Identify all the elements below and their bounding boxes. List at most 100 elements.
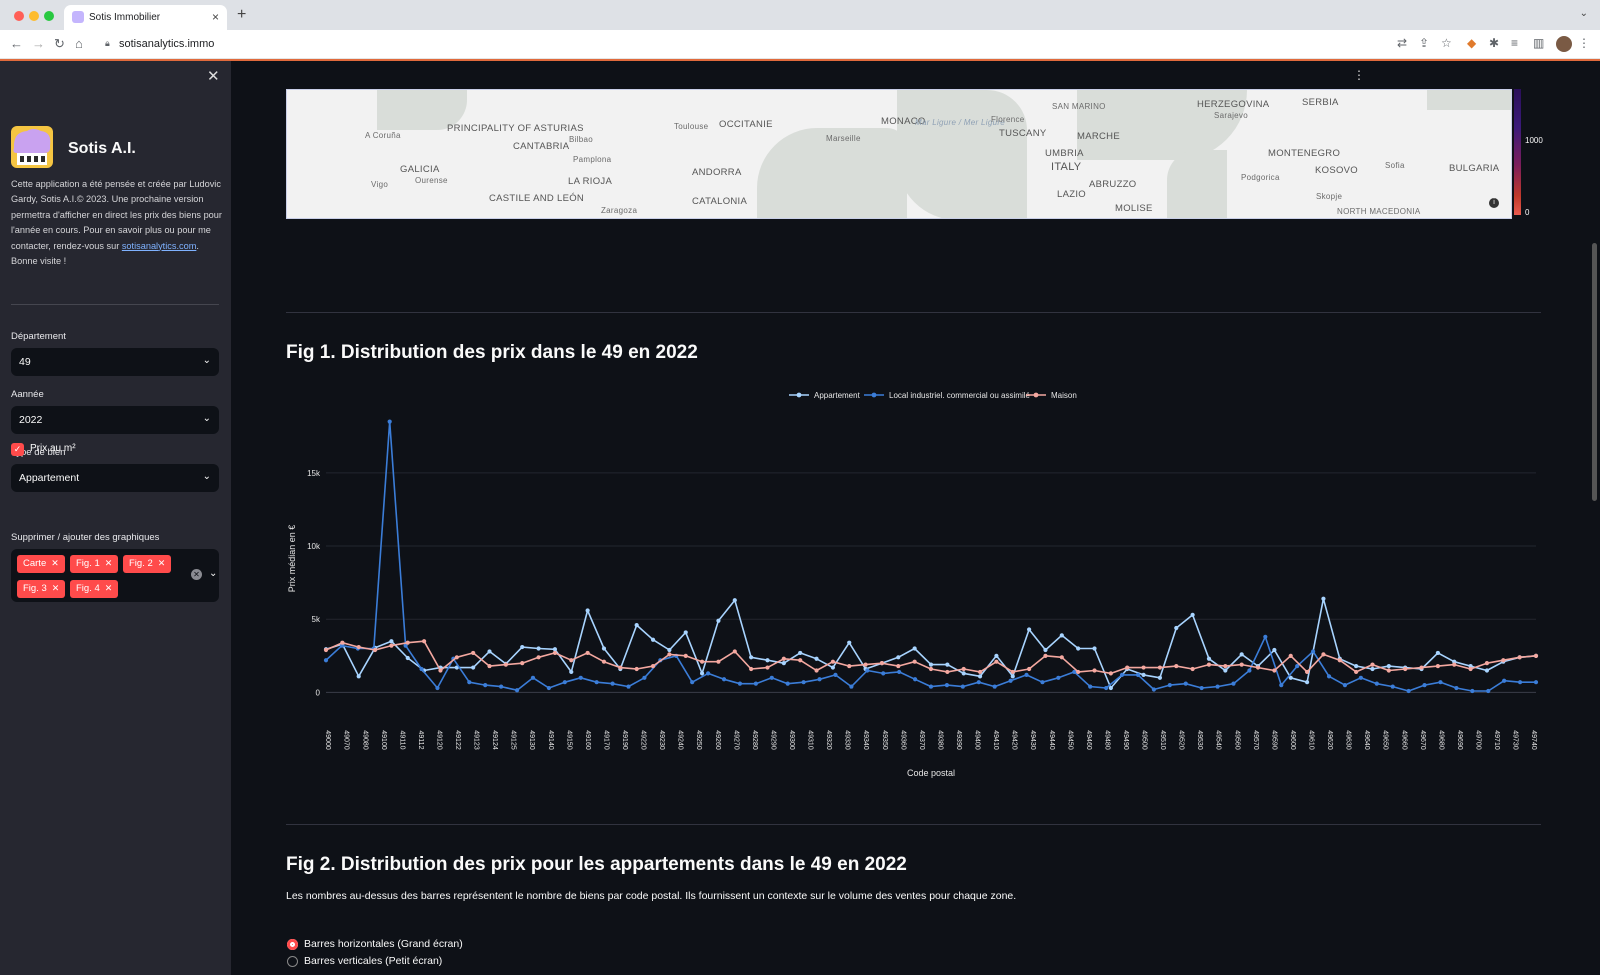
prix-m2-checkbox[interactable]: ✓ (11, 443, 24, 456)
data-point (435, 685, 440, 691)
tab-search-chevron-icon[interactable]: ⌄ (1579, 8, 1588, 19)
back-icon[interactable]: ← (10, 36, 23, 51)
browser-menu-icon[interactable]: ⋮ (1578, 36, 1590, 50)
data-point (1104, 685, 1109, 691)
section-divider (286, 824, 1541, 825)
close-window-button[interactable] (14, 11, 24, 21)
x-tick-label: 49490 (1122, 730, 1129, 750)
map-label: SERBIA (1302, 97, 1339, 108)
extension-icon[interactable]: ◆ (1467, 36, 1477, 50)
bookmark-star-icon[interactable]: ☆ (1441, 36, 1452, 50)
puzzle-icon[interactable]: ✱ (1489, 36, 1500, 50)
chevron-down-icon: ⌄ (202, 355, 211, 366)
chip-remove-icon[interactable]: ✕ (104, 558, 113, 568)
radio-horizontal-label: Barres horizontales (Grand écran) (304, 938, 463, 950)
chip-carte[interactable]: Carte ✕ (17, 555, 65, 573)
chip-fig-4[interactable]: Fig. 4 ✕ (70, 580, 119, 598)
data-point (879, 661, 885, 666)
data-point (833, 672, 838, 677)
data-point (798, 658, 803, 663)
x-tick-label: 49690 (1456, 730, 1463, 750)
radio-horizontal-bars[interactable] (287, 939, 298, 950)
clear-all-icon[interactable]: ✕ (191, 569, 202, 580)
close-tab-icon[interactable]: × (211, 10, 219, 24)
departement-select[interactable]: 49 ⌄ (11, 348, 219, 376)
radio-vertical-bars[interactable] (287, 956, 298, 967)
graphs-multiselect[interactable]: Carte ✕ Fig. 1 ✕ Fig. 2 ✕ Fig. 3 ✕ Fig. 4 ✕ ✕… (11, 549, 219, 602)
map-sea-mediterranean (757, 128, 907, 218)
share-icon[interactable]: ⇪ (1419, 36, 1430, 50)
main-scrollbar[interactable] (1592, 243, 1597, 501)
translate-icon[interactable]: ⇄ (1397, 36, 1408, 50)
chip-remove-icon[interactable]: ✕ (51, 583, 60, 593)
fig1-title: Fig 1. Distribution des prix dans le 49 … (286, 342, 698, 363)
sidebar-close-icon[interactable]: ✕ (207, 68, 220, 85)
maximize-window-button[interactable] (44, 11, 54, 21)
chip-fig-3[interactable]: Fig. 3 ✕ (17, 580, 66, 598)
profile-avatar[interactable] (1556, 36, 1572, 52)
x-tick-label: 49540 (1215, 730, 1222, 750)
data-point (830, 665, 835, 670)
chip-remove-icon[interactable]: ✕ (51, 558, 59, 568)
data-point (1206, 656, 1212, 661)
graphs-label: Supprimer / ajouter des graphiques (11, 532, 160, 543)
annee-value: 2022 (19, 414, 43, 426)
chip-fig-1[interactable]: Fig. 1 ✕ (70, 555, 119, 573)
tab-favicon-icon (72, 11, 84, 23)
side-panel-icon[interactable]: ▥ (1533, 36, 1545, 50)
x-tick-label: 49170 (602, 730, 609, 750)
chip-remove-icon[interactable]: ✕ (157, 558, 166, 568)
data-point (1255, 665, 1261, 670)
data-point (1337, 658, 1342, 663)
chip-remove-icon[interactable]: ✕ (104, 583, 113, 593)
home-icon[interactable]: ⌂ (75, 36, 83, 51)
data-point (1027, 666, 1032, 672)
fig1-line-chart[interactable]: 0 5k 10k 15k Prix médian en € 49000 49070 49080… (286, 383, 1546, 788)
data-point (699, 671, 705, 676)
series-line (325, 420, 1536, 692)
new-tab-icon[interactable]: + (237, 6, 247, 23)
data-point (503, 662, 508, 667)
data-point (1167, 683, 1172, 688)
data-point (960, 684, 965, 689)
map-label: MARCHE (1077, 131, 1120, 142)
annee-select[interactable]: 2022 ⌄ (11, 406, 219, 434)
sotis-analytics-link[interactable]: sotisanalytics.com (121, 240, 197, 251)
data-point (530, 675, 536, 680)
data-point (487, 663, 492, 669)
data-point (865, 668, 870, 673)
map-sea-black (1427, 90, 1511, 110)
x-tick-label: 49123 (473, 730, 480, 750)
map-label: CASTILE AND LEÓN (489, 193, 585, 204)
data-point (642, 675, 647, 680)
minimize-window-button[interactable] (29, 11, 39, 21)
main-menu-icon[interactable]: ⋮ (1353, 68, 1365, 82)
x-tick-label: 49190 (621, 730, 628, 750)
data-point (1304, 669, 1310, 675)
address-bar[interactable]: sotisanalytics.immo (119, 38, 215, 50)
data-point (732, 598, 737, 603)
type-bien-select[interactable]: Appartement ⌄ (11, 464, 219, 492)
departement-label: Département (11, 331, 66, 342)
data-point (912, 659, 917, 664)
map-label: ANDORRA (692, 167, 742, 178)
browser-tab[interactable]: Sotis Immobilier × (64, 5, 227, 30)
map-label: Mar Ligure / Mer Ligure (915, 118, 1006, 127)
chip-fig-2[interactable]: Fig. 2 ✕ (123, 555, 172, 573)
forward-icon[interactable]: → (32, 36, 45, 51)
price-map[interactable]: PRINCIPALITY OF ASTURIAS GALICIA CANTABR… (286, 89, 1512, 219)
x-tick-label: 49130 (528, 730, 535, 750)
reload-icon[interactable]: ↻ (54, 36, 65, 51)
data-point (1072, 669, 1077, 675)
chevron-down-icon[interactable]: ⌄ (209, 568, 218, 579)
data-point (1223, 663, 1228, 669)
data-point (994, 659, 999, 664)
data-point (454, 655, 459, 660)
data-point (1027, 627, 1032, 632)
map-info-icon[interactable]: i (1489, 198, 1499, 208)
x-tick-label: 49620 (1326, 730, 1333, 750)
data-point (781, 661, 786, 666)
data-point (569, 669, 574, 675)
reading-list-icon[interactable]: ≡ (1511, 36, 1519, 50)
data-point (1390, 684, 1395, 689)
